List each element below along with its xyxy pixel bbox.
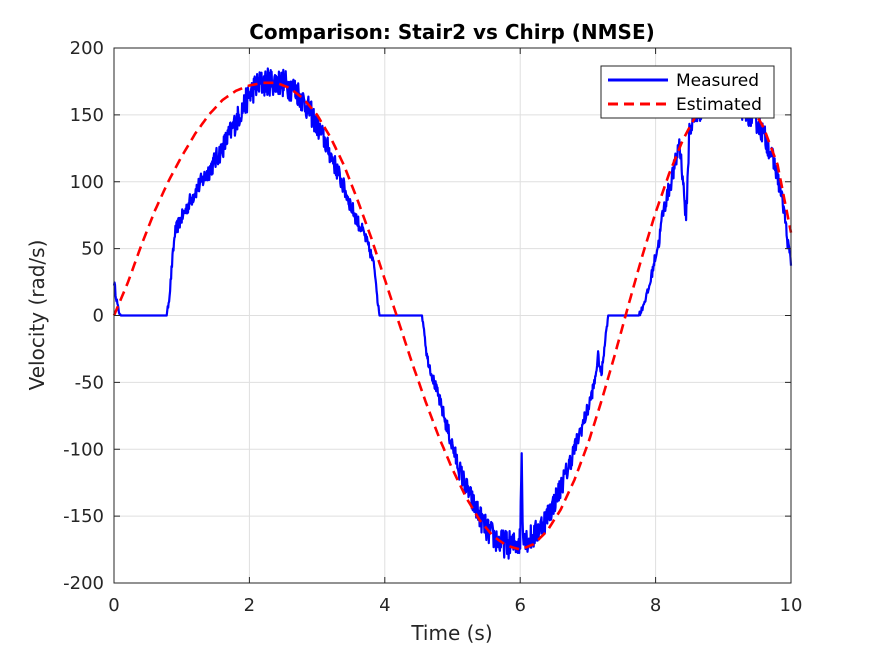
series-layer	[112, 67, 793, 560]
y-tick-label: 150	[70, 105, 104, 126]
legend: Measured Estimated	[600, 65, 775, 119]
x-axis-label: Time (s)	[410, 621, 492, 645]
y-tick-label: -200	[63, 573, 104, 594]
x-tick-label: 10	[780, 595, 803, 616]
y-tick-label: -150	[63, 506, 104, 527]
y-axis-label: Velocity (rad/s)	[25, 240, 49, 391]
y-tick-label: -100	[63, 439, 104, 460]
legend-box	[600, 65, 775, 119]
y-tick-labels: 200 150 100 50 0 -50 -100 -150 -200	[63, 38, 104, 594]
series-line-estimated	[112, 81, 793, 551]
x-tick-label: 6	[514, 595, 525, 616]
x-tick-label: 0	[108, 595, 119, 616]
x-tick-label: 4	[379, 595, 390, 616]
legend-label-estimated: Estimated	[676, 95, 762, 115]
ticks	[113, 47, 792, 584]
chart-title: Comparison: Stair2 vs Chirp (NMSE)	[249, 20, 655, 44]
x-tick-label: 2	[244, 595, 255, 616]
x-tick-label: 8	[650, 595, 661, 616]
y-tick-label: 100	[70, 172, 104, 193]
x-tick-labels: 0 2 4 6 8 10	[108, 595, 802, 616]
y-tick-label: 0	[93, 306, 104, 327]
y-tick-label: -50	[75, 372, 104, 393]
y-tick-label: 50	[81, 239, 104, 260]
y-tick-label: 200	[70, 38, 104, 59]
legend-label-measured: Measured	[676, 71, 759, 91]
